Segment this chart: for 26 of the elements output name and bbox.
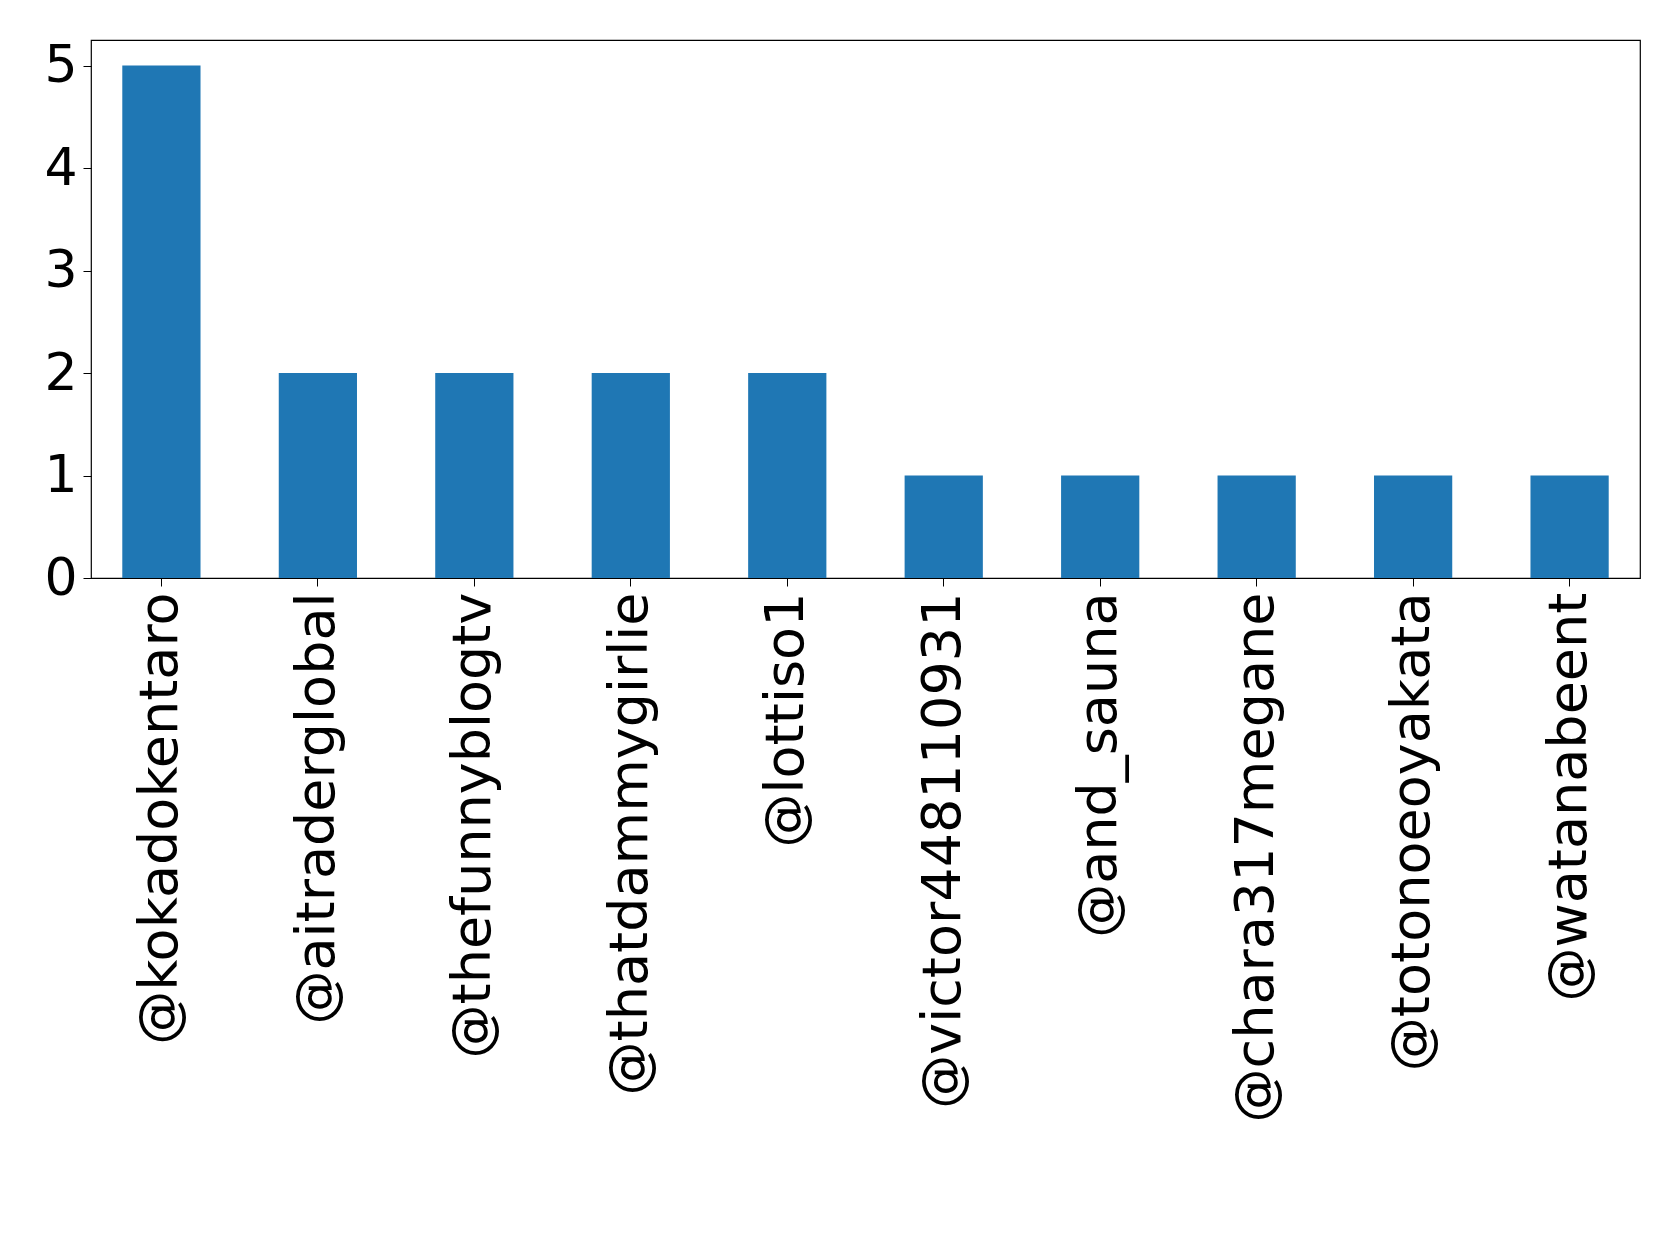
x-tick-label: @thatdammygirlie — [596, 592, 660, 1096]
x-tick-label: @lottiso1 — [753, 592, 817, 848]
y-tick-label: 1 — [44, 444, 78, 505]
bar — [748, 373, 827, 578]
y-tick-label: 3 — [44, 239, 78, 300]
y-tick-label: 5 — [44, 34, 78, 95]
x-tick-label: @totonoeoyakata — [1379, 592, 1443, 1072]
y-tick-label: 0 — [44, 546, 78, 607]
x-tick-label: @thefunnyblogtv — [440, 592, 504, 1059]
y-tick-label: 4 — [44, 136, 78, 197]
x-tick-label: @aitraderglobal — [283, 592, 347, 1025]
bar — [904, 475, 983, 578]
bar — [591, 373, 670, 578]
y-tick-label: 2 — [44, 341, 78, 402]
bar — [1217, 475, 1296, 578]
x-tick-label: @and_sauna — [1066, 592, 1130, 938]
bar — [435, 373, 514, 578]
bar — [278, 373, 357, 578]
x-tick-label: @watanabeent — [1535, 592, 1599, 1002]
x-tick-label: @victor448110931 — [909, 592, 973, 1109]
bar — [122, 65, 201, 578]
x-tick-label: @kokadokentaro — [127, 592, 191, 1045]
bar — [1061, 475, 1140, 578]
bar — [1530, 475, 1609, 578]
x-tick-label: @chara317megane — [1222, 592, 1286, 1123]
bar — [1374, 475, 1453, 578]
